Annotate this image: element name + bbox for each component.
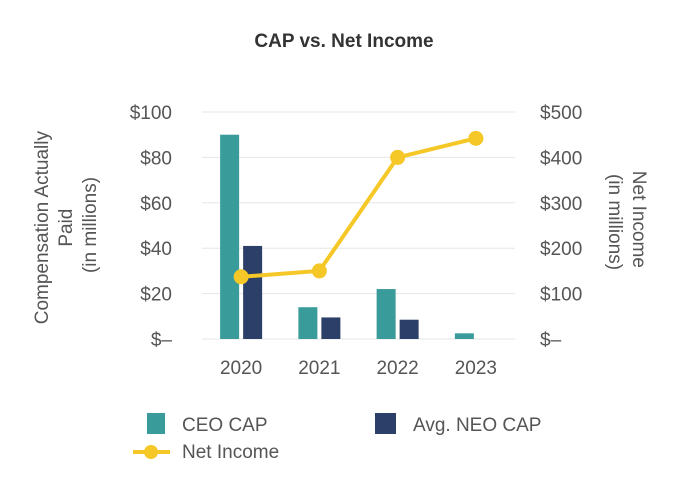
legend-label-net-income: Net Income (182, 442, 279, 463)
right-axis-label-line-1: Net Income (628, 171, 649, 268)
bar-ceo-cap-2021 (298, 307, 318, 339)
right-tick-label: $200 (540, 239, 582, 260)
right-axis-label-line-2: (in millions) (604, 174, 625, 270)
left-tick-label: $20 (140, 285, 172, 306)
right-axis-label: Net Income (in millions) (604, 171, 649, 273)
legend-label-ceo-cap: CEO CAP (182, 415, 268, 436)
x-tick-label: 2020 (220, 358, 262, 379)
left-axis-label-line-3: (in millions) (80, 177, 101, 273)
bar-avg-neo-cap-2022 (399, 319, 419, 339)
bars (220, 134, 474, 339)
left-tick-label: $80 (140, 148, 172, 169)
bar-avg-neo-cap-2020 (243, 245, 263, 339)
net-income-line (240, 136, 477, 279)
chart-title: CAP vs. Net Income (254, 31, 433, 52)
net-income-point-2022 (390, 149, 406, 165)
left-axis-ticks: $– $20 $40 $60 $80 $100 (130, 103, 173, 351)
net-income-point-2021 (311, 263, 327, 279)
legend-swatch-avg-neo-cap (375, 413, 396, 434)
left-tick-label: $60 (140, 194, 172, 215)
bar-ceo-cap-2022 (376, 289, 396, 339)
left-axis-label-line-1: Compensation Actually (32, 131, 53, 325)
net-income-point-2023 (468, 130, 484, 146)
x-tick-label: 2022 (376, 358, 418, 379)
right-tick-label: $100 (540, 285, 582, 306)
legend: CEO CAP Avg. NEO CAP Net Income (133, 413, 541, 463)
left-tick-label: $100 (130, 103, 172, 124)
bar-ceo-cap-2020 (220, 134, 240, 339)
left-tick-label: $40 (140, 239, 172, 260)
x-tick-label: 2021 (298, 358, 340, 379)
legend-marker-net-income (144, 445, 158, 459)
bar-ceo-cap-2023 (454, 333, 474, 339)
net-income-series (233, 130, 484, 285)
left-axis-label-line-2: Paid (56, 209, 77, 247)
right-axis-ticks: $– $100 $200 $300 $400 $500 (540, 103, 582, 351)
legend-swatch-ceo-cap (147, 413, 165, 434)
right-tick-label: $500 (540, 103, 582, 124)
right-tick-label: $400 (540, 148, 582, 169)
right-tick-label: $– (540, 330, 562, 351)
net-income-point-2020 (233, 269, 249, 285)
right-tick-label: $300 (540, 194, 582, 215)
bar-avg-neo-cap-2021 (321, 317, 341, 339)
x-tick-label: 2023 (455, 358, 497, 379)
left-axis-label: Compensation Actually Paid (in millions) (32, 126, 101, 325)
left-tick-label: $– (151, 330, 173, 351)
legend-label-avg-neo-cap: Avg. NEO CAP (413, 415, 541, 436)
x-axis-ticks: 2020 2021 2022 2023 (220, 358, 497, 379)
